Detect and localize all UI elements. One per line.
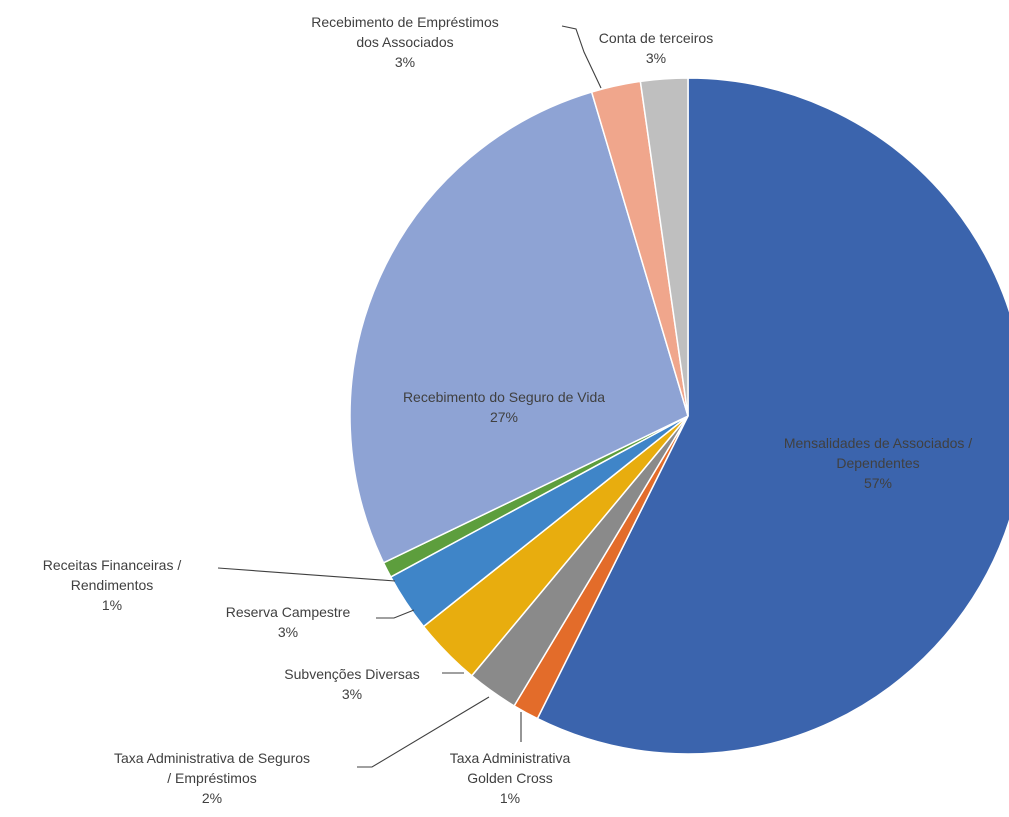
slice-label-1: Taxa Administrativa Golden Cross 1%: [450, 750, 571, 806]
slice-percent: 1%: [102, 597, 122, 613]
pie-slice-6: [349, 91, 689, 564]
leader-line-4: [376, 609, 415, 619]
slice-label-line: Taxa Administrativa: [450, 750, 571, 766]
slice-percent: 1%: [500, 790, 520, 806]
slice-label-line: Recebimento do Seguro de Vida: [403, 389, 605, 405]
slice-label-7: Recebimento de Empréstimos dos Associados…: [311, 14, 499, 70]
slice-percent: 2%: [202, 790, 222, 806]
slice-label-line: Receitas Financeiras /: [43, 557, 182, 573]
slice-label-3: Subvenções Diversas 3%: [284, 666, 419, 702]
slice-percent: 3%: [395, 54, 415, 70]
slice-percent: 3%: [278, 624, 298, 640]
leader-line-7: [561, 25, 602, 89]
slice-label-5: Receitas Financeiras / Rendimentos 1%: [43, 557, 182, 613]
pie-slice-8: [639, 77, 689, 417]
slice-label-line: Dependentes: [836, 455, 919, 471]
slice-percent: 3%: [342, 686, 362, 702]
slice-label-8: Conta de terceiros 3%: [599, 30, 713, 66]
slice-label-line: Recebimento de Empréstimos: [311, 14, 499, 30]
slice-label-line: Subvenções Diversas: [284, 666, 419, 682]
pie-slices: [349, 77, 1009, 755]
slice-label-line: Taxa Administrativa de Seguros: [114, 750, 310, 766]
slice-percent: 57%: [864, 475, 892, 491]
slice-label-line: Rendimentos: [71, 577, 154, 593]
slice-label-line: Mensalidades de Associados /: [784, 435, 972, 451]
slice-percent: 27%: [490, 409, 518, 425]
slice-label-6: Recebimento do Seguro de Vida 27%: [403, 389, 605, 425]
slice-label-4: Reserva Campestre 3%: [226, 604, 351, 640]
slice-label-line: Reserva Campestre: [226, 604, 351, 620]
slice-label-0: Mensalidades de Associados / Dependentes 5…: [784, 435, 972, 491]
slice-percent: 3%: [646, 50, 666, 66]
slice-label-line: Conta de terceiros: [599, 30, 713, 46]
leader-lines: [217, 25, 602, 768]
leader-line-5: [217, 567, 396, 582]
leader-line-2: [357, 696, 490, 768]
slice-label-line: dos Associados: [356, 34, 453, 50]
slice-label-2: Taxa Administrativa de Seguros / Emprésti…: [114, 750, 310, 806]
slice-label-line: Golden Cross: [467, 770, 553, 786]
pie-slice-0: [536, 77, 1009, 755]
slice-label-line: / Empréstimos: [167, 770, 256, 786]
slice-labels: Mensalidades de Associados / Dependentes 5…: [43, 14, 973, 806]
